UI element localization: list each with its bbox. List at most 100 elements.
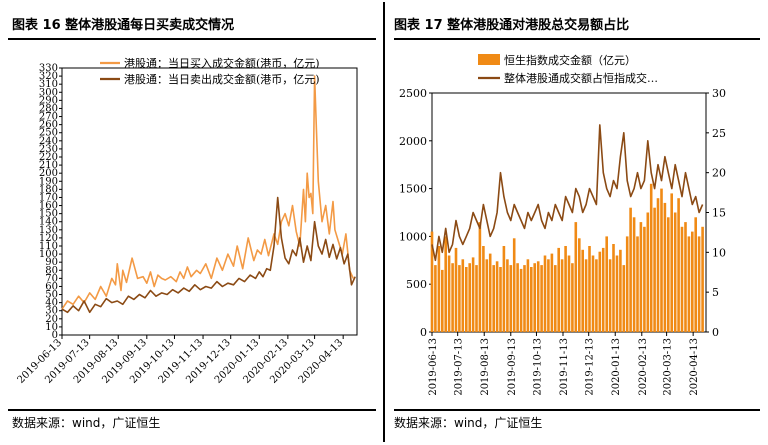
y-tick-label: 60 — [45, 281, 58, 292]
bar — [526, 259, 530, 332]
y-tick-label: 0 — [52, 330, 58, 341]
y-tick-label: 300 — [39, 87, 58, 98]
bar — [598, 251, 602, 332]
y-tick-label: 10 — [45, 322, 58, 333]
bar — [554, 265, 557, 332]
bar — [571, 263, 574, 332]
bar — [506, 259, 509, 332]
bar — [584, 259, 588, 332]
bar — [451, 263, 454, 332]
bar — [564, 246, 567, 332]
y-tick-label: 110 — [39, 241, 58, 252]
x-tick-label: 2020-04-13 — [689, 338, 700, 396]
legend-swatch — [478, 54, 500, 65]
bar — [622, 265, 626, 332]
bar — [495, 261, 499, 332]
y-left-tick-label: 500 — [406, 278, 427, 291]
source-note: 数据来源：wind，广证恒生 — [394, 416, 543, 430]
bar — [533, 263, 536, 332]
y-tick-label: 200 — [39, 168, 58, 179]
bar — [656, 198, 660, 332]
bar — [430, 231, 434, 332]
y-tick-label: 270 — [39, 112, 58, 123]
bar — [454, 247, 458, 332]
series-line — [431, 124, 704, 262]
bar — [581, 249, 584, 332]
bar — [492, 265, 495, 332]
bar — [663, 202, 667, 332]
y-tick-label: 280 — [39, 103, 58, 114]
y-tick-label: 240 — [39, 136, 58, 147]
bar — [550, 253, 554, 332]
y-tick-label: 140 — [39, 217, 58, 228]
plot-frame — [61, 67, 358, 336]
bar — [574, 222, 578, 332]
y-left-tick-label: 1500 — [399, 183, 427, 196]
y-tick-label: 80 — [45, 265, 58, 276]
y-tick-label: 170 — [39, 192, 58, 203]
bar — [625, 236, 629, 332]
bar — [468, 263, 471, 332]
source-rule — [394, 409, 760, 411]
bar — [646, 212, 650, 332]
bar — [461, 259, 465, 332]
x-tick-label: 2020-02-13 — [638, 338, 649, 396]
y-tick-label: 310 — [39, 79, 58, 90]
bar — [649, 183, 653, 332]
bar — [636, 236, 639, 332]
y-tick-label: 70 — [45, 273, 58, 284]
bar — [677, 198, 680, 332]
bar — [482, 246, 485, 332]
bar — [502, 246, 506, 332]
bar — [437, 246, 441, 332]
y-right-tick-label: 10 — [712, 246, 726, 259]
bar — [697, 236, 701, 332]
y-right-tick-label: 25 — [712, 127, 726, 140]
bar — [434, 265, 437, 332]
y-left-tick-label: 2000 — [399, 135, 427, 148]
bar — [629, 207, 632, 332]
bar — [512, 238, 516, 332]
source-note: 数据来源：wind，广证恒生 — [12, 416, 161, 430]
bar — [660, 188, 663, 332]
x-tick-label: 2019-09-13 — [507, 338, 518, 396]
bar — [673, 212, 677, 332]
y-right-tick-label: 5 — [712, 286, 719, 299]
bar — [509, 265, 513, 332]
y-tick-label: 50 — [45, 290, 58, 301]
bar — [687, 236, 691, 332]
y-tick-label: 250 — [39, 128, 58, 139]
bar — [591, 255, 595, 332]
x-tick-label: 2019-11-13 — [559, 338, 570, 396]
bar — [557, 247, 560, 332]
legend-label: 恒生指数成交金额（亿元） — [504, 53, 636, 67]
y-tick-label: 260 — [39, 120, 58, 131]
legend-label: 港股通：当日卖出成交金额(港币，亿元) — [124, 72, 320, 86]
legend-label: 港股通：当日买入成交金额(港币，亿元) — [124, 56, 320, 70]
y-tick-label: 40 — [45, 298, 58, 309]
bar — [441, 269, 444, 332]
legend-label: 整体港股通成交额占恒指成交… — [504, 71, 658, 85]
panel-divider — [383, 2, 385, 442]
y-tick-label: 160 — [39, 201, 58, 212]
y-tick-label: 30 — [45, 306, 58, 317]
source-rule — [8, 409, 376, 411]
y-left-tick-label: 2500 — [399, 87, 427, 100]
y-tick-label: 20 — [45, 314, 58, 325]
y-tick-label: 290 — [39, 95, 58, 106]
y-tick-label: 230 — [39, 144, 58, 155]
bar — [691, 231, 694, 332]
bar — [485, 259, 489, 332]
y-tick-label: 90 — [45, 257, 58, 268]
bar — [540, 265, 543, 332]
y-right-tick-label: 20 — [712, 167, 726, 180]
y-tick-label: 180 — [39, 184, 58, 195]
bar — [488, 253, 492, 332]
series-line-1 — [61, 75, 355, 310]
bar — [595, 259, 598, 332]
bar — [588, 246, 591, 332]
bar — [530, 267, 533, 332]
y-tick-label: 210 — [39, 160, 58, 171]
x-tick-label: 2019-10-13 — [532, 338, 543, 396]
bar — [444, 236, 447, 332]
